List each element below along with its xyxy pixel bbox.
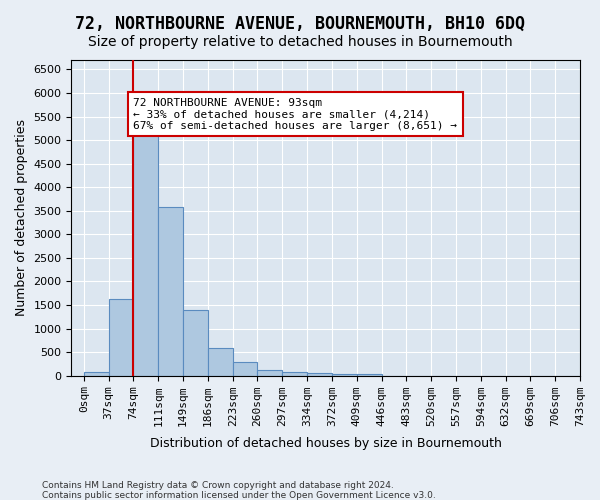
Text: 72 NORTHBOURNE AVENUE: 93sqm
← 33% of detached houses are smaller (4,214)
67% of: 72 NORTHBOURNE AVENUE: 93sqm ← 33% of de…: [133, 98, 457, 131]
Text: Contains HM Land Registry data © Crown copyright and database right 2024.: Contains HM Land Registry data © Crown c…: [42, 481, 394, 490]
Bar: [357, 374, 382, 376]
Bar: [257, 370, 282, 376]
Bar: [84, 372, 109, 376]
Bar: [332, 374, 357, 376]
Bar: [183, 310, 208, 376]
Bar: [233, 362, 257, 376]
Text: 72, NORTHBOURNE AVENUE, BOURNEMOUTH, BH10 6DQ: 72, NORTHBOURNE AVENUE, BOURNEMOUTH, BH1…: [75, 15, 525, 33]
Text: Size of property relative to detached houses in Bournemouth: Size of property relative to detached ho…: [88, 35, 512, 49]
Y-axis label: Number of detached properties: Number of detached properties: [15, 120, 28, 316]
Bar: [109, 300, 133, 376]
X-axis label: Distribution of detached houses by size in Bournemouth: Distribution of detached houses by size …: [150, 437, 502, 450]
Bar: [133, 136, 158, 376]
Text: Contains public sector information licensed under the Open Government Licence v3: Contains public sector information licen…: [42, 491, 436, 500]
Bar: [282, 372, 307, 376]
Bar: [158, 208, 183, 376]
Bar: [208, 348, 233, 376]
Bar: [307, 373, 332, 376]
